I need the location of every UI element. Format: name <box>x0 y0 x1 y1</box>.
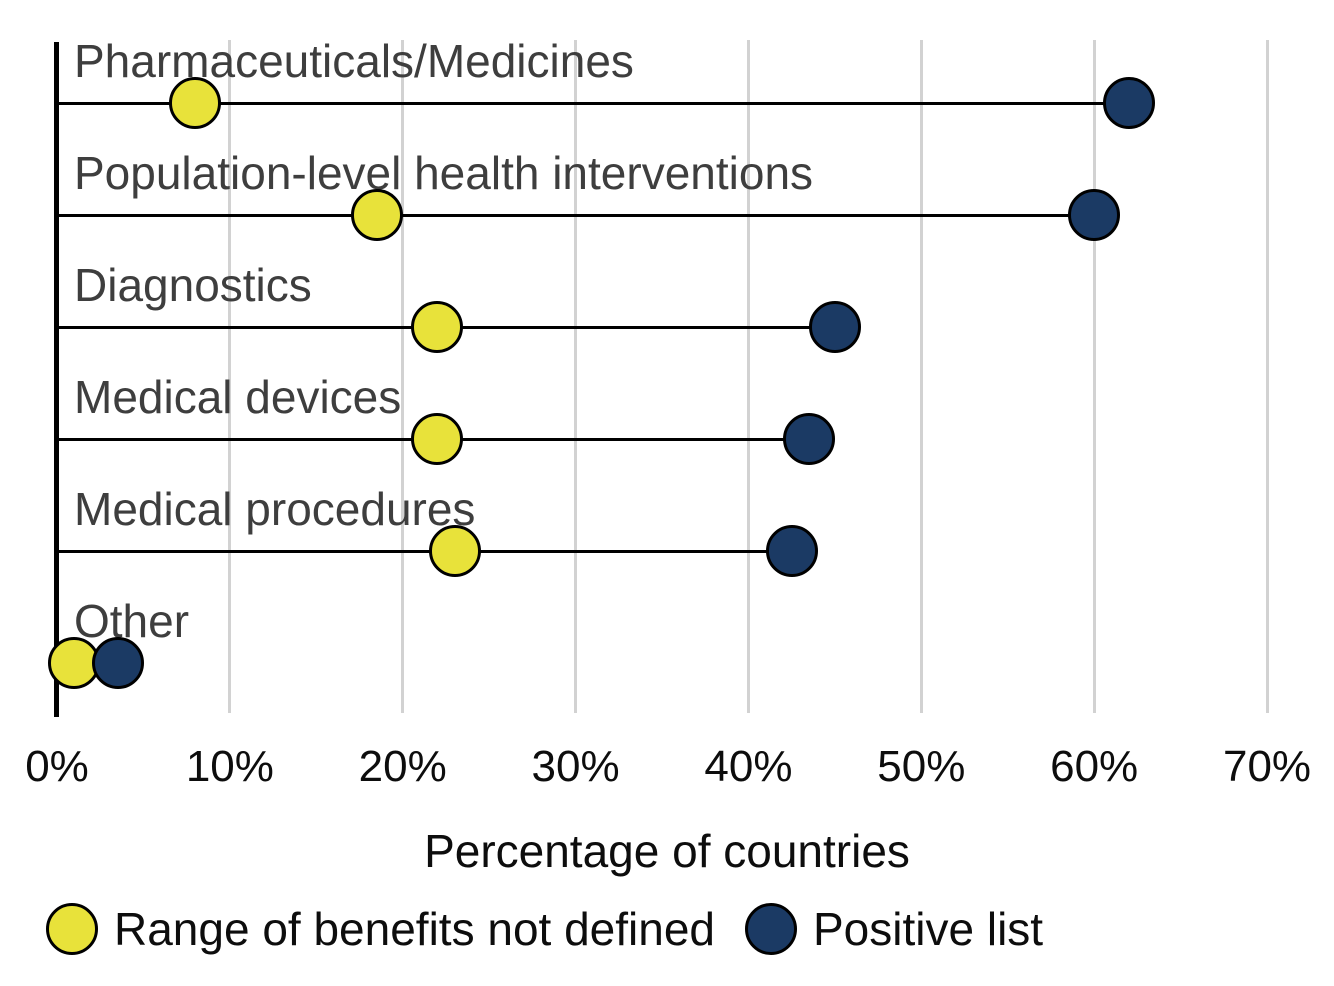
dot-positive-list <box>1068 189 1121 241</box>
connector-line <box>57 550 792 553</box>
dot-range-of-benefits-not-defined <box>169 77 222 129</box>
gridline <box>1265 40 1269 713</box>
category-label: Diagnostics <box>74 259 312 311</box>
category-label: Medical procedures <box>74 483 476 535</box>
legend-item-range-not-defined: Range of benefits not defined <box>46 903 715 955</box>
category-label: Other <box>74 595 190 647</box>
category-label: Medical devices <box>74 371 402 423</box>
x-tick-label: 10% <box>185 742 274 791</box>
y-axis-line <box>54 42 59 717</box>
x-tick-label: 30% <box>531 742 620 791</box>
gridline <box>919 40 923 713</box>
gridline <box>1092 40 1096 713</box>
dot-positive-list <box>91 637 144 689</box>
dot-positive-list <box>1102 77 1155 129</box>
connector-line <box>57 214 1095 217</box>
connector-line <box>57 102 1129 105</box>
x-tick-label: 50% <box>877 742 966 791</box>
legend-label: Range of benefits not defined <box>114 903 716 955</box>
category-label: Pharmaceuticals/Medicines <box>74 35 634 87</box>
legend-item-positive-list: Positive list <box>745 903 1043 955</box>
legend-swatch-yellow <box>46 903 98 955</box>
dot-range-of-benefits-not-defined <box>411 413 464 465</box>
legend-swatch-navy <box>745 903 797 955</box>
dot-positive-list <box>808 301 861 353</box>
dot-positive-list <box>765 525 818 577</box>
gridline <box>746 40 750 713</box>
x-axis-title: Percentage of countries <box>424 825 910 877</box>
dot-range-of-benefits-not-defined <box>350 189 403 241</box>
dot-range-of-benefits-not-defined <box>411 301 464 353</box>
gridline <box>228 40 232 713</box>
x-tick-label: 70% <box>1222 742 1312 791</box>
x-tick-label: 40% <box>704 742 793 791</box>
x-tick-label: 20% <box>358 742 447 791</box>
x-tick-label: 0% <box>25 742 89 791</box>
dot-positive-list <box>782 413 835 465</box>
dot-range-of-benefits-not-defined <box>428 525 481 577</box>
legend-label: Positive list <box>813 903 1044 955</box>
gridline <box>574 40 578 713</box>
x-tick-label: 60% <box>1050 742 1139 791</box>
gridline <box>401 40 405 713</box>
category-label: Population-level health interventions <box>74 147 814 199</box>
